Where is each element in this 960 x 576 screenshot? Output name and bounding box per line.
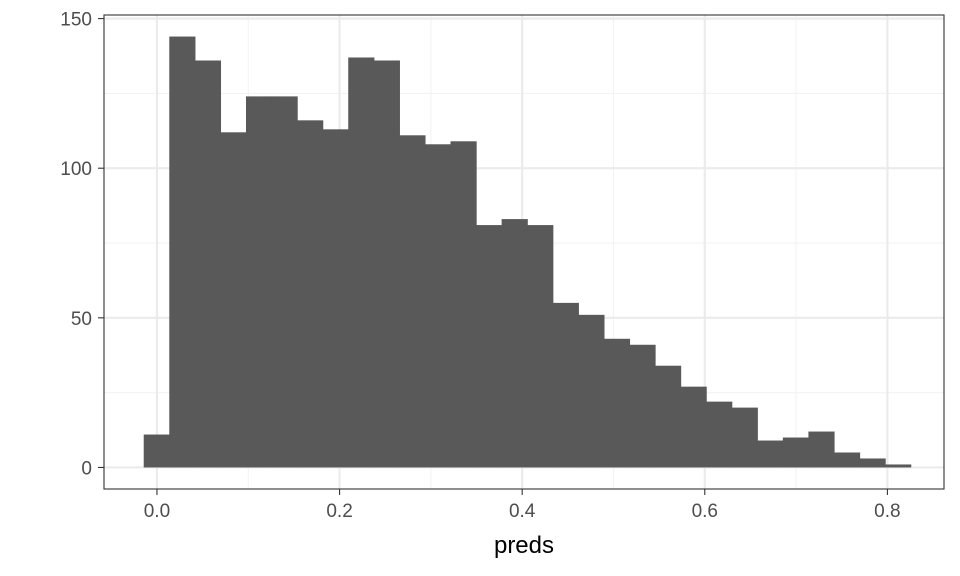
histogram-bar <box>297 120 324 468</box>
histogram-bar <box>220 132 247 468</box>
histogram-bar <box>527 225 554 468</box>
x-tick-label: 0.6 <box>692 501 718 522</box>
x-tick-label: 0.8 <box>874 501 900 522</box>
histogram-bar <box>603 338 631 468</box>
y-tick-label: 100 <box>60 159 92 180</box>
histogram-bar <box>885 464 912 468</box>
histogram-bar <box>271 96 298 468</box>
histogram-bar <box>552 302 579 468</box>
histogram-bar <box>501 219 528 468</box>
axis-layer: 0.0 0.2 0.4 0.6 0.8 0 50 100 150 <box>60 10 900 522</box>
histogram-bar <box>373 60 400 468</box>
histogram-bar <box>833 452 861 468</box>
x-tick-label: 0.0 <box>144 501 170 522</box>
histogram-bar <box>629 344 656 468</box>
histogram-bar <box>399 135 426 468</box>
histogram-bar <box>808 431 835 468</box>
histogram-bar <box>245 96 273 468</box>
histogram-bar <box>782 437 810 468</box>
histogram-bar <box>731 407 758 468</box>
y-tick-label: 0 <box>81 458 92 479</box>
histogram-bar <box>680 386 707 468</box>
histogram-bar <box>169 36 196 468</box>
histogram-bar <box>450 141 477 468</box>
histogram-bar <box>194 60 222 468</box>
histogram-bar <box>143 434 170 468</box>
histogram-bar <box>655 365 682 468</box>
histogram-bar <box>424 144 452 468</box>
histogram-bar <box>476 225 503 468</box>
x-axis-title: preds <box>494 532 554 559</box>
histogram-bar <box>859 458 886 468</box>
y-tick-label: 150 <box>60 10 92 31</box>
histogram-bar <box>706 401 733 468</box>
y-tick-label: 50 <box>71 309 92 330</box>
bars-layer <box>143 36 912 468</box>
histogram-bar <box>578 314 605 468</box>
histogram-bar <box>322 129 349 468</box>
histogram-bar <box>757 440 784 468</box>
histogram-bar <box>348 57 375 468</box>
x-tick-label: 0.2 <box>326 501 352 522</box>
x-tick-label: 0.4 <box>509 501 536 522</box>
panel-border <box>103 14 945 490</box>
